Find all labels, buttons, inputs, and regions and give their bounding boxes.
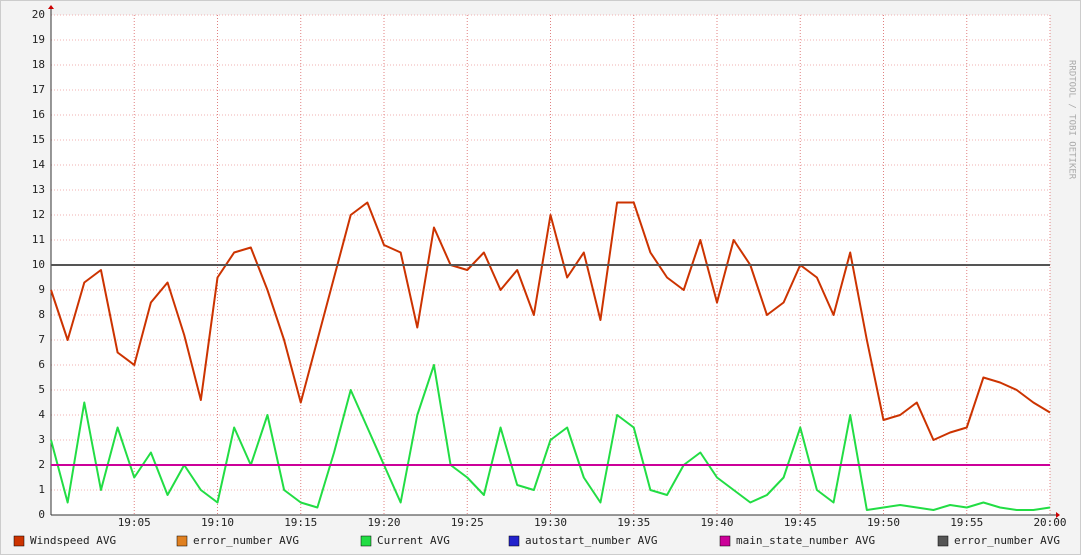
legend-swatch	[176, 535, 188, 547]
y-tick-label: 11	[32, 233, 45, 246]
legend-swatch	[13, 535, 25, 547]
legend-swatch	[719, 535, 731, 547]
legend-label: Windspeed AVG	[30, 534, 116, 547]
legend-swatch	[508, 535, 520, 547]
y-tick-label: 5	[38, 383, 45, 396]
legend-label: autostart_number AVG	[525, 534, 657, 547]
x-tick-label: 19:05	[118, 516, 151, 529]
legend-label: main_state_number AVG	[736, 534, 875, 547]
x-tick-label: 19:15	[284, 516, 317, 529]
x-tick-label: 19:45	[784, 516, 817, 529]
series-line	[50, 364, 1051, 511]
legend-swatch	[360, 535, 372, 547]
y-tick-label: 18	[32, 58, 45, 71]
y-tick-label: 15	[32, 133, 45, 146]
x-tick-label: 19:10	[201, 516, 234, 529]
y-tick-label: 7	[38, 333, 45, 346]
y-tick-label: 3	[38, 433, 45, 446]
y-tick-label: 8	[38, 308, 45, 321]
axis-arrow	[48, 5, 54, 9]
x-tick-label: 19:30	[534, 516, 567, 529]
x-tick-label: 19:35	[617, 516, 650, 529]
legend-swatch	[937, 535, 949, 547]
legend-label: Current AVG	[377, 534, 450, 547]
y-tick-label: 12	[32, 208, 45, 221]
y-tick-label: 14	[32, 158, 46, 171]
y-tick-label: 2	[38, 458, 45, 471]
watermark: RRDTOOL / TOBI OETIKER	[1067, 60, 1077, 180]
series-line	[50, 201, 1051, 441]
y-tick-label: 0	[38, 508, 45, 521]
legend-label: error_number AVG	[193, 534, 299, 547]
y-tick-label: 6	[38, 358, 45, 371]
x-tick-label: 19:40	[700, 516, 733, 529]
x-tick-label: 19:25	[451, 516, 484, 529]
y-tick-label: 16	[32, 108, 45, 121]
y-tick-label: 19	[32, 33, 45, 46]
y-tick-label: 20	[32, 8, 45, 21]
x-tick-label: 19:50	[867, 516, 900, 529]
y-tick-label: 10	[32, 258, 45, 271]
x-tick-label: 20:00	[1033, 516, 1066, 529]
y-tick-label: 1	[38, 483, 45, 496]
y-tick-label: 9	[38, 283, 45, 296]
y-tick-label: 13	[32, 183, 45, 196]
axis-arrow	[1056, 512, 1060, 518]
x-tick-label: 19:20	[367, 516, 400, 529]
y-tick-label: 17	[32, 83, 45, 96]
y-tick-label: 4	[38, 408, 45, 421]
x-tick-label: 19:55	[950, 516, 983, 529]
legend-label: error_number AVG	[954, 534, 1060, 547]
